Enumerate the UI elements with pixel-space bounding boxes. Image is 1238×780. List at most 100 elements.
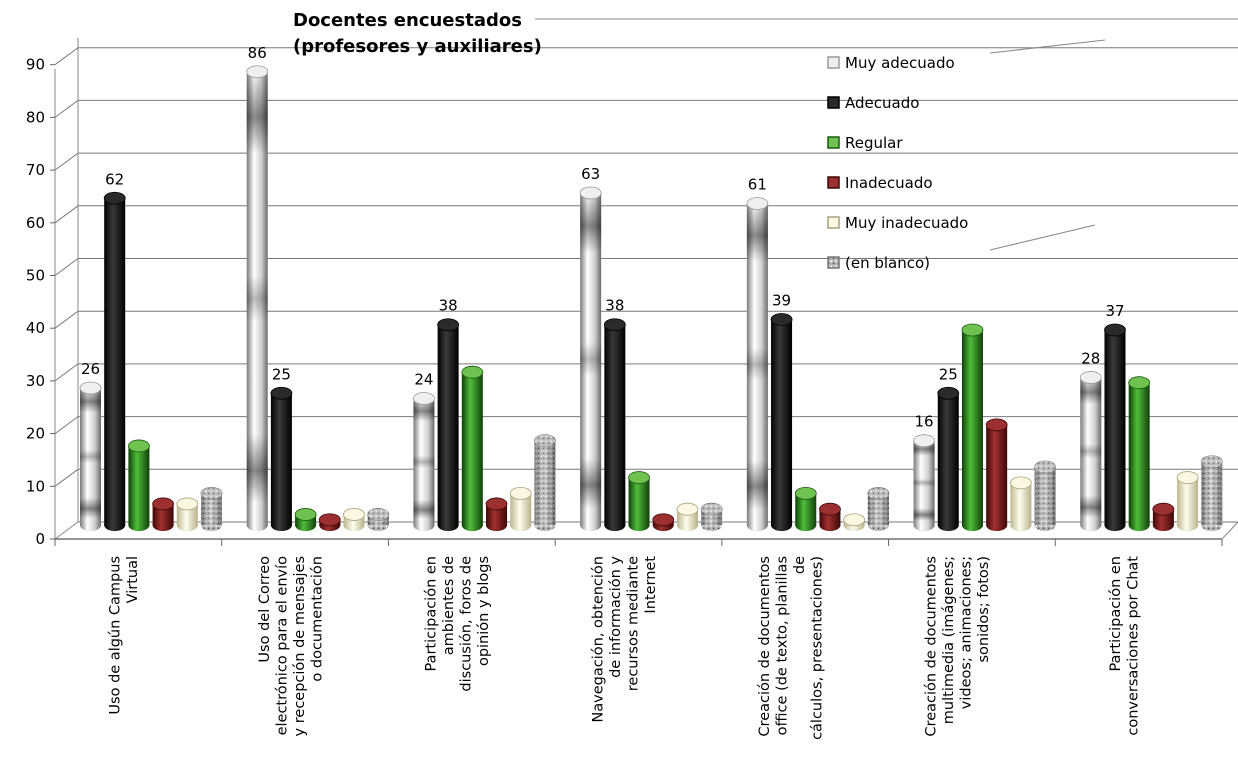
x-category-label-2: electrónico para el envío [274, 556, 290, 736]
bar-muy-adecuado-1 [79, 381, 102, 531]
bar-inadecuado-5 [819, 502, 841, 531]
x-category-label-6: videos; animaciones; [959, 556, 975, 709]
data-label-adecuado-6: 25 [939, 365, 958, 383]
legend-swatch-muy-inadecuado [827, 216, 840, 229]
gridline [54, 152, 1238, 171]
bar-muy-adecuado-4 [579, 186, 602, 531]
bar-inadecuado-2 [318, 513, 341, 531]
data-label-muy-adecuado-7: 28 [1081, 349, 1100, 367]
bar-muy-inadecuado-1 [176, 497, 199, 531]
legend-label-muy-inadecuado: Muy inadecuado [845, 214, 968, 232]
bar-muy-adecuado-2 [246, 65, 269, 531]
floor-right-edge [1221, 521, 1238, 540]
gridline [54, 258, 1238, 276]
x-category-label-1: Uso de algún Campus [108, 556, 124, 715]
legend-leader [989, 39, 1106, 54]
y-tick-label: 10 [26, 477, 45, 495]
bar-regular-5 [794, 486, 817, 531]
bar-muy-adecuado-5 [746, 197, 769, 531]
data-label-muy-adecuado-4: 63 [581, 165, 600, 183]
bar-regular-3 [461, 365, 484, 531]
legend-leader [989, 224, 1096, 251]
legend-swatch-adecuado [827, 96, 840, 109]
gridlines [54, 47, 1238, 523]
chart-title-line-2: (profesores y auxiliares) [293, 36, 542, 57]
bar-adecuado-2 [270, 386, 293, 531]
bar-regular-7 [1128, 376, 1151, 531]
bars [79, 65, 1223, 532]
bar-en-blanco-6 [1034, 460, 1056, 531]
x-category-label-5: Creación de documentos [757, 556, 773, 737]
y-tick-label: 50 [26, 267, 45, 285]
bar-inadecuado-3 [485, 497, 508, 531]
bar-inadecuado-4 [652, 513, 675, 531]
bar-en-blanco-1 [200, 486, 223, 531]
bar-inadecuado-1 [152, 497, 175, 531]
floor-left-edge [54, 521, 79, 540]
x-category-label-2: Uso del Correo [257, 556, 273, 663]
chart-title: Docentes encuestados (profesores y auxili… [293, 10, 1238, 57]
gridline [54, 310, 1238, 329]
bar-adecuado-3 [437, 318, 460, 531]
legend-swatch-muy-adecuado [827, 56, 840, 69]
y-tick-label: 40 [26, 319, 45, 337]
legend-label-regular: Regular [845, 134, 903, 152]
gridline [54, 205, 1238, 224]
data-label-adecuado-1: 62 [105, 170, 124, 188]
bar-regular-4 [628, 471, 650, 531]
bar-muy-inadecuado-5 [843, 513, 866, 531]
bar-muy-inadecuado-6 [1009, 476, 1032, 532]
bar-inadecuado-6 [985, 418, 1008, 531]
bar-adecuado-4 [603, 318, 626, 531]
y-tick-label: 90 [26, 56, 45, 74]
bar-muy-inadecuado-7 [1176, 471, 1199, 531]
y-tick-label: 70 [26, 161, 45, 179]
bar-regular-1 [127, 439, 150, 531]
data-label-adecuado-4: 38 [605, 297, 624, 315]
x-category-label-3: Participación en [424, 556, 440, 672]
data-label-muy-adecuado-1: 26 [81, 360, 100, 378]
bar-muy-adecuado-3 [413, 392, 435, 531]
data-label-muy-adecuado-3: 24 [414, 371, 433, 389]
bar-muy-inadecuado-4 [676, 502, 699, 531]
chart-title-line-1: Docentes encuestados [293, 10, 522, 31]
legend-swatch-en-blanco [827, 256, 840, 269]
legend-label-muy-adecuado: Muy adecuado [845, 54, 955, 72]
x-category-label-3: opinión y blogs [476, 556, 492, 666]
y-tick-label: 20 [26, 425, 45, 443]
gridline [54, 468, 1238, 487]
legend: Muy adecuado Adecuado Regular Inadecuado Muy… [827, 39, 1106, 272]
bar-regular-2 [294, 508, 317, 531]
data-label-muy-adecuado-5: 61 [748, 176, 767, 194]
bar-muy-adecuado-7 [1079, 371, 1102, 531]
legend-swatch-inadecuado [827, 176, 840, 189]
x-category-label-2: o documentación [309, 556, 325, 682]
y-tick-label: 30 [26, 372, 45, 390]
data-labels: 26 62 86 25 24 38 63 38 61 39 16 25 28 37 [81, 44, 1125, 431]
data-label-muy-adecuado-2: 86 [248, 44, 267, 62]
legend-label-adecuado: Adecuado [845, 94, 919, 112]
y-tick-label: 0 [35, 530, 45, 548]
data-label-adecuado-5: 39 [772, 291, 791, 309]
bar-en-blanco-5 [867, 486, 890, 531]
legend-swatch-regular [827, 136, 840, 149]
legend-label-en-blanco: (en blanco) [845, 254, 930, 272]
x-category-label-4: recursos mediante [625, 556, 641, 691]
y-tick-label: 80 [26, 108, 45, 126]
bar-en-blanco-7 [1200, 455, 1223, 531]
bar-inadecuado-7 [1152, 502, 1175, 531]
gridline [54, 99, 1238, 118]
x-category-label-5: de [792, 556, 808, 574]
x-category-label-6: multimedia (imágenes; [941, 556, 957, 724]
x-category-label-4: de información y [608, 556, 624, 678]
x-category-label-5: office (de texto, planillas [774, 556, 790, 735]
x-category-label-7: conversaciones por Chat [1125, 556, 1141, 736]
data-label-adecuado-3: 38 [439, 297, 458, 315]
y-axis: 0 10 20 30 40 50 60 70 80 90 [26, 56, 55, 548]
y-tick-label: 60 [26, 214, 45, 232]
x-axis: Uso de algún Campus Virtual Uso del Correo… [108, 556, 1142, 740]
x-category-label-6: sonidos; fotos) [976, 556, 992, 663]
bar-en-blanco-3 [534, 434, 556, 531]
plot-frame [54, 37, 1238, 546]
